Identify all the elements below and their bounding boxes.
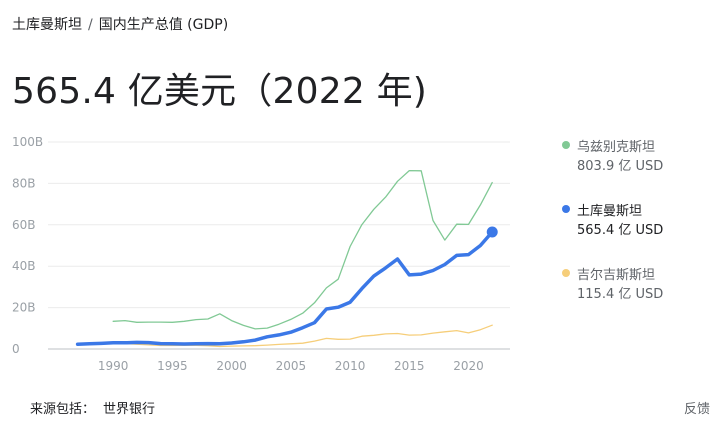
x-tick-label: 2005 [276, 359, 307, 373]
series-line[interactable] [112, 169, 493, 330]
legend-series-name: 乌兹别克斯坦 [577, 140, 656, 155]
legend-series-value: 803.9 亿 USD [577, 159, 664, 174]
series-endpoint-marker[interactable] [486, 226, 498, 238]
source-link[interactable]: 世界银行 [103, 402, 156, 417]
legend-color-dot [562, 269, 570, 277]
breadcrumb-current: 国内生产总值 (GDP) [98, 17, 229, 33]
y-tick-label: 60B [12, 218, 36, 232]
breadcrumb-separator: / [88, 17, 93, 33]
x-tick-label: 2000 [216, 359, 247, 373]
legend-series-name: 土库曼斯坦 [577, 204, 643, 219]
y-tick-label: 80B [12, 176, 36, 190]
x-tick-label: 1995 [157, 359, 188, 373]
x-tick-label: 2010 [335, 359, 366, 373]
source-label: 来源包括： [30, 402, 96, 417]
legend-color-dot [562, 141, 570, 149]
y-tick-label: 20B [12, 301, 36, 315]
legend-color-dot [562, 205, 570, 213]
y-tick-label: 0 [12, 342, 20, 356]
y-tick-label: 100B [12, 135, 43, 149]
x-tick-label: 2020 [453, 359, 484, 373]
series-line[interactable] [75, 230, 494, 346]
breadcrumb: 土库曼斯坦 / 国内生产总值 (GDP) [12, 14, 228, 34]
feedback-link[interactable]: 反馈 [683, 402, 710, 417]
source-attribution: 来源包括： 世界银行 [30, 398, 155, 417]
x-tick-label: 1990 [98, 359, 129, 373]
legend-series-value: 115.4 亿 USD [577, 287, 664, 302]
legend-series-name: 吉尔吉斯斯坦 [577, 268, 656, 283]
breadcrumb-parent[interactable]: 土库曼斯坦 [12, 17, 82, 33]
x-tick-label: 2015 [394, 359, 425, 373]
y-tick-label: 40B [12, 259, 36, 273]
legend-series-value: 565.4 亿 USD [577, 223, 664, 238]
headline-value: 565.4 亿美元（2022 年) [12, 71, 428, 112]
